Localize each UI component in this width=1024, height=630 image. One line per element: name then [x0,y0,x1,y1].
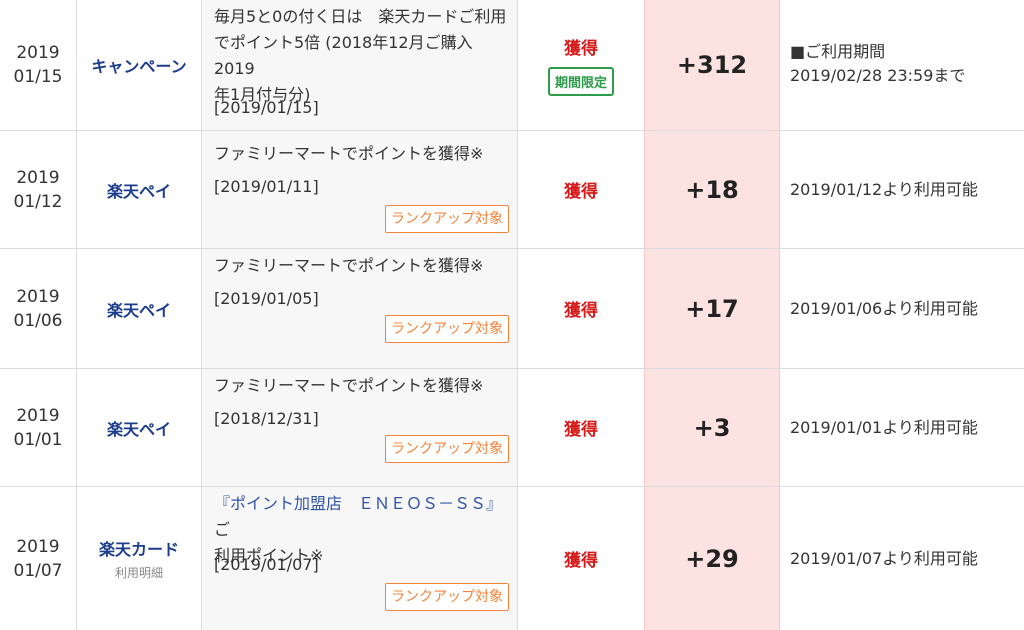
note-cell: ■ご利用期間 2019/02/28 23:59まで [780,0,1024,130]
detail-cell: 『ポイント加盟店 ＥＮＥＯＳ－ＳＳ』ご 利用ポイント※ [2019/01/07]… [202,487,518,630]
points-value: +17 [685,294,739,323]
note-line: 2019/01/01より利用可能 [790,417,978,437]
action-label: 獲得 [564,551,598,571]
points-cell: +18 [644,131,780,248]
limited-time-badge: 期間限定 [547,67,614,96]
action-cell: 獲得 [518,131,644,248]
service-cell: 楽天カード 利用明細 [76,487,202,630]
rank-up-badge: ランクアップ対象 [385,583,509,611]
merchant-link[interactable]: 『ポイント加盟店 ＥＮＥＯＳ－ＳＳ』 [214,494,503,513]
detail-description: ファミリーマートでポイントを獲得※ [214,256,484,275]
note-line: 2019/01/07より利用可能 [790,548,978,568]
action-label: 獲得 [564,301,598,321]
detail-description: 『ポイント加盟店 ＥＮＥＯＳ－ＳＳ』ご 利用ポイント※ [214,494,503,565]
detail-date: [2019/01/15] [214,98,319,117]
detail-cell: 毎月5と0の付く日は 楽天カードご利用 でポイント5倍 (2018年12月ご購入… [202,0,518,130]
date-year: 2019 [16,167,60,188]
points-cell: +312 [644,0,780,130]
date-cell: 2019 01/12 [0,131,76,248]
date-month-day: 01/12 [13,191,63,212]
rank-up-badge: ランクアップ対象 [385,205,509,233]
detail-date: [2019/01/07] [214,555,319,574]
date-cell: 2019 01/15 [0,0,76,130]
points-value: +29 [685,544,739,573]
date-month-day: 01/15 [13,67,63,87]
date-year: 2019 [16,43,60,63]
action-cell: 獲得 [518,369,644,486]
date-year: 2019 [16,536,60,557]
action-label: 獲得 [564,39,598,59]
points-value: +18 [685,175,739,204]
service-cell: 楽天ペイ [76,131,202,248]
points-value: +312 [676,51,748,79]
detail-cell: ファミリーマートでポイントを獲得※ [2019/01/11] ランクアップ対象 [202,131,518,248]
statement-link[interactable]: 利用明細 [114,566,163,580]
rank-up-badge: ランクアップ対象 [385,315,509,343]
points-cell: +17 [644,249,780,368]
points-value: +3 [693,413,731,442]
note-cell: 2019/01/12より利用可能 [780,131,1024,248]
service-name: 楽天ペイ [106,300,171,320]
points-cell: +29 [644,487,780,630]
detail-cell: ファミリーマートでポイントを獲得※ [2019/01/05] ランクアップ対象 [202,249,518,368]
detail-date: [2019/01/05] [214,289,319,308]
detail-description: 毎月5と0の付く日は 楽天カードご利用 でポイント5倍 (2018年12月ご購入… [214,7,507,104]
date-month-day: 01/01 [13,429,63,450]
note-cell: 2019/01/01より利用可能 [780,369,1024,486]
service-name: 楽天ペイ [106,181,171,201]
note-line: 2019/02/28 23:59まで [790,66,966,85]
note-cell: 2019/01/06より利用可能 [780,249,1024,368]
table-row: 2019 01/01 楽天ペイ ファミリーマートでポイントを獲得※ [2018/… [0,369,1024,487]
rank-up-badge: ランクアップ対象 [385,435,509,463]
note-line: ■ご利用期間 [790,42,886,61]
service-name: 楽天カード [98,540,179,559]
detail-description: ファミリーマートでポイントを獲得※ [214,376,484,395]
date-cell: 2019 01/01 [0,369,76,486]
action-label: 獲得 [564,420,598,440]
action-label: 獲得 [564,182,598,202]
action-cell: 獲得 [518,249,644,368]
date-year: 2019 [16,405,60,426]
date-month-day: 01/06 [13,310,63,331]
service-cell: キャンペーン [76,0,202,130]
date-cell: 2019 01/06 [0,249,76,368]
table-row: 2019 01/07 楽天カード 利用明細 『ポイント加盟店 ＥＮＥＯＳ－ＳＳ』… [0,487,1024,630]
date-cell: 2019 01/07 [0,487,76,630]
service-name: キャンペーン [91,57,187,76]
service-cell: 楽天ペイ [76,249,202,368]
detail-date: [2018/12/31] [214,409,319,428]
note-cell: 2019/01/07より利用可能 [780,487,1024,630]
date-month-day: 01/07 [13,560,63,581]
service-name: 楽天ペイ [106,419,171,439]
service-cell: 楽天ペイ [76,369,202,486]
note-line: 2019/01/12より利用可能 [790,179,978,199]
note-line: 2019/01/06より利用可能 [790,298,978,318]
table-row: 2019 01/12 楽天ペイ ファミリーマートでポイントを獲得※ [2019/… [0,131,1024,249]
date-year: 2019 [16,286,60,307]
action-cell: 獲得 [518,487,644,630]
detail-description: ファミリーマートでポイントを獲得※ [214,144,484,163]
table-row: 2019 01/06 楽天ペイ ファミリーマートでポイントを獲得※ [2019/… [0,249,1024,369]
points-cell: +3 [644,369,780,486]
action-cell: 獲得 期間限定 [518,0,644,130]
detail-cell: ファミリーマートでポイントを獲得※ [2018/12/31] ランクアップ対象 [202,369,518,486]
table-row: 2019 01/15 キャンペーン 毎月5と0の付く日は 楽天カードご利用 でポ… [0,0,1024,131]
detail-date: [2019/01/11] [214,177,319,196]
